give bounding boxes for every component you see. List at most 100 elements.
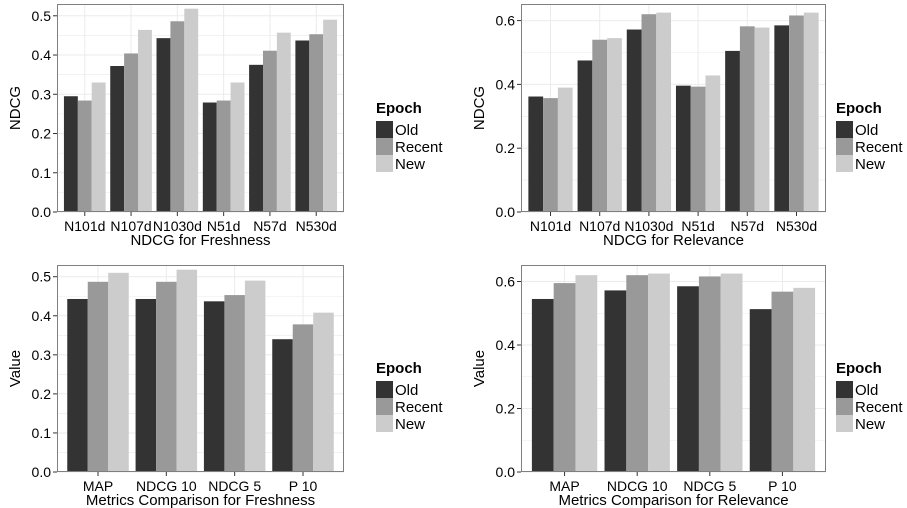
y-tick-label: 0.0: [32, 464, 52, 480]
bar-new-n530d: [323, 19, 338, 212]
legend-title: Epoch: [836, 360, 882, 377]
bar-recent-ndcg-10: [626, 275, 649, 472]
bar-recent-p-10: [292, 324, 314, 472]
y-tick-label: 0.2: [496, 401, 516, 417]
bar-recent-n530d: [789, 15, 804, 212]
bar-new-n51d: [705, 75, 721, 213]
plot-border: [521, 265, 826, 472]
bar-new-n530d: [803, 12, 819, 213]
bar-recent-n107d: [592, 39, 608, 213]
x-tick-label: NDCG 5: [683, 478, 736, 494]
bar-old-ndcg-10: [135, 298, 157, 472]
x-tick-label: NDCG 10: [607, 478, 668, 494]
legend-label-old: Old: [855, 382, 878, 399]
legend-label-old: Old: [855, 122, 878, 139]
x-tick-label: N101d: [530, 218, 571, 234]
bar-old-ndcg-5: [203, 301, 225, 472]
bar-new-n107d: [138, 29, 152, 212]
bar-new-n101d: [557, 87, 573, 212]
legend-title: Epoch: [376, 360, 422, 377]
bar-old-n57d: [725, 50, 740, 212]
bar-recent-n57d: [739, 26, 755, 213]
plot-border: [57, 4, 344, 212]
x-tick-label: P 10: [289, 478, 318, 494]
bar-old-map: [67, 298, 88, 472]
legend-key-old: [376, 121, 393, 138]
y-axis-title: NDCG: [471, 86, 488, 130]
bar-old-n530d: [774, 25, 790, 212]
bar-recent-p-10: [771, 291, 794, 472]
bar-recent-n51d: [690, 86, 706, 212]
legend-key-new: [836, 155, 853, 172]
y-axis-title: Value: [7, 350, 24, 387]
bar-new-ndcg-10: [176, 269, 198, 472]
bar-new-ndcg-5: [720, 273, 743, 472]
legend-label-new: New: [395, 156, 425, 173]
legend-label-new: New: [855, 156, 885, 173]
bar-new-n57d: [276, 32, 291, 213]
bar-old-n51d: [675, 85, 691, 212]
bar-old-n107d: [110, 66, 125, 213]
x-tick-label: N1030d: [624, 218, 673, 234]
bar-recent-map: [553, 283, 576, 472]
bar-old-map: [531, 298, 554, 472]
x-tick-label: N1030d: [153, 218, 202, 234]
y-tick-label: 0.4: [496, 76, 516, 92]
legend-label-recent: Recent: [855, 399, 903, 416]
bar-new-n1030d: [184, 8, 199, 213]
legend-key-recent: [836, 398, 853, 415]
plot-border: [521, 4, 826, 212]
legend-key-new: [376, 415, 393, 432]
bar-new-p-10: [793, 287, 816, 472]
x-axis-title: Metrics Comparison for Relevance: [558, 492, 788, 508]
bar-new-ndcg-10: [648, 273, 670, 472]
bar-new-map: [575, 275, 598, 472]
plot-border: [57, 265, 344, 472]
x-axis-title: NDCG for Relevance: [603, 232, 744, 249]
chart-3: 0.0 0.1 0.2 0.3 0.4 0.5 MAP NDCG 10 NDCG 5 P 10Me…: [7, 265, 443, 508]
y-tick-label: 0.0: [496, 464, 516, 480]
x-tick-label: N51d: [681, 218, 714, 234]
bar-old-p-10: [749, 309, 772, 472]
x-tick-label: N57d: [731, 218, 764, 234]
y-tick-label: 0.3: [32, 86, 52, 102]
y-tick-label: 0.2: [32, 126, 52, 142]
y-tick-label: 0.5: [32, 269, 52, 285]
legend-key-old: [836, 381, 853, 398]
legend-title: Epoch: [376, 100, 422, 117]
bar-new-n101d: [91, 82, 106, 212]
y-tick-label: 0.4: [496, 337, 516, 353]
bar-old-n51d: [202, 102, 217, 212]
y-tick-label: 0.4: [32, 308, 52, 324]
x-axis-title: Metrics Comparison for Freshness: [86, 492, 315, 508]
x-tick-label: NDCG 5: [208, 478, 261, 494]
y-tick-label: 0.0: [32, 204, 52, 220]
legend-label-old: Old: [395, 382, 418, 399]
y-tick-label: 0.2: [32, 386, 52, 402]
legend-key-new: [376, 155, 393, 172]
bar-recent-map: [87, 281, 109, 472]
y-tick-label: 0.5: [32, 8, 52, 24]
legend-key-recent: [376, 138, 393, 155]
bar-recent-n1030d: [170, 21, 185, 212]
bar-recent-n101d: [77, 100, 92, 212]
bar-recent-ndcg-5: [224, 295, 245, 472]
chart-4: 0.0 0.2 0.4 0.6 MAP NDCG 10 NDCG 5 P 10Metrics …: [471, 265, 903, 508]
bar-recent-n51d: [216, 100, 231, 212]
x-tick-label: MAP: [83, 478, 113, 494]
y-tick-label: 0.4: [32, 47, 52, 63]
legend-label-recent: Recent: [855, 139, 903, 156]
x-tick-label: N530d: [776, 218, 817, 234]
bar-new-ndcg-5: [244, 280, 266, 472]
y-axis-title: Value: [471, 350, 488, 387]
legend-key-old: [376, 381, 393, 398]
bar-old-n57d: [249, 64, 263, 212]
y-tick-label: 0.6: [496, 13, 516, 29]
legend-label-new: New: [395, 416, 425, 433]
x-tick-label: MAP: [549, 478, 579, 494]
bar-new-n1030d: [656, 12, 672, 213]
